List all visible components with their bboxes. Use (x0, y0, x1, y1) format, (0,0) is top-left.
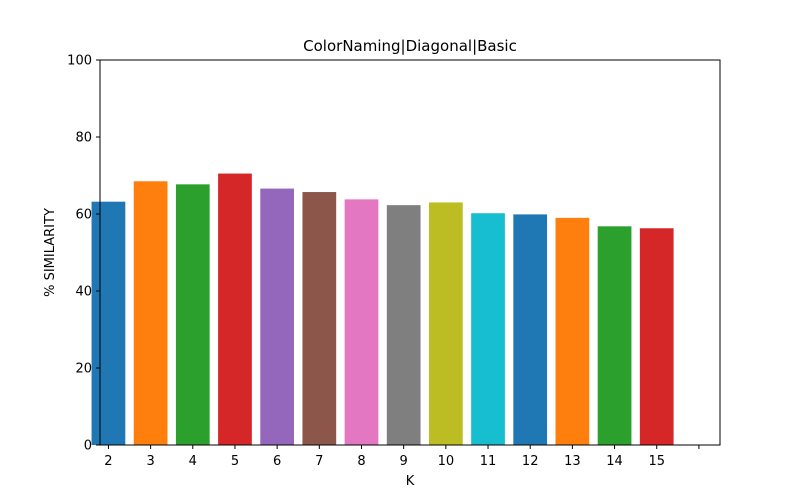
x-tick-label: 4 (189, 454, 197, 469)
x-tick-label: 10 (438, 454, 455, 469)
y-tick-label: 60 (75, 208, 92, 223)
x-tick-label: 11 (480, 454, 497, 469)
y-axis-label: % SIMILARITY (43, 208, 58, 297)
plot-frame (99, 59, 721, 446)
bar-k-7 (302, 192, 337, 445)
bar-k-10 (428, 202, 463, 445)
x-axis-label: K (406, 474, 415, 489)
y-tick-label: 100 (67, 54, 92, 69)
y-tick-label: 40 (75, 285, 92, 300)
x-axis-ticks: 2 3 4 5 6 7 8 9 10 11 12 13 14 15 (104, 445, 700, 469)
chart-title: ColorNaming|Diagonal|Basic (303, 37, 517, 55)
bar-k-6 (260, 188, 295, 445)
bar-k-15 (639, 228, 674, 445)
bar-k-3 (133, 181, 168, 445)
bar-k-12 (513, 214, 548, 445)
bar-k-4 (175, 184, 210, 445)
bars-group (91, 173, 674, 445)
bar-k-8 (344, 199, 379, 445)
bar-k-2 (91, 201, 126, 445)
x-tick-label: 5 (231, 454, 239, 469)
x-tick-label: 12 (522, 454, 539, 469)
x-tick-label: 13 (564, 454, 581, 469)
bar-k-13 (555, 217, 590, 445)
x-tick-label: 8 (357, 454, 365, 469)
bar-k-11 (471, 213, 505, 445)
x-tick-label: 14 (606, 454, 623, 469)
x-tick-label: 9 (400, 454, 408, 469)
x-tick-label: 6 (273, 454, 281, 469)
x-tick-label: 2 (104, 454, 112, 469)
bar-k-5 (218, 173, 252, 445)
bar-k-9 (386, 205, 421, 445)
x-tick-label: 15 (648, 454, 665, 469)
y-tick-label: 20 (75, 362, 92, 377)
y-axis-ticks: 0 20 40 60 80 100 (67, 54, 100, 454)
x-tick-label: 3 (146, 454, 154, 469)
y-tick-label: 0 (84, 439, 92, 454)
bar-k-14 (597, 226, 632, 445)
y-tick-label: 80 (75, 131, 92, 146)
x-tick-label: 7 (315, 454, 323, 469)
